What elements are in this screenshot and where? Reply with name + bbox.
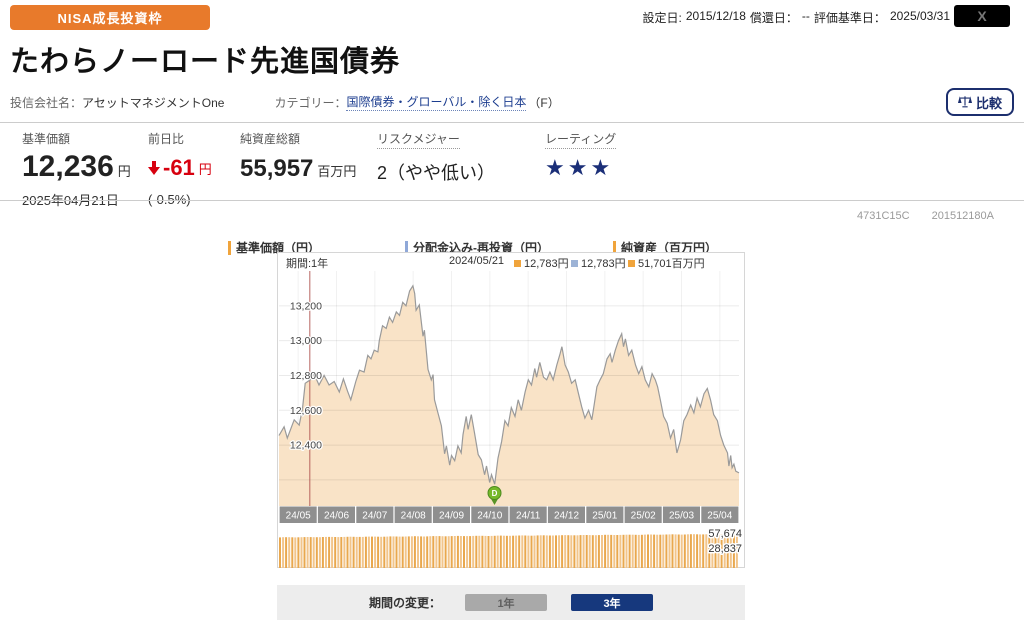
period-1year-button[interactable]: 1年	[465, 594, 547, 611]
divider-bottom	[0, 200, 1024, 201]
chart-tooltip-nav: 12,783円	[514, 255, 569, 271]
legend-label-assets: 純資産（百万円）	[621, 241, 718, 255]
tooltip-assets-value: 51,701百万円	[638, 258, 705, 270]
net-assets-value: 55,957 百万円	[240, 155, 356, 183]
net-assets-unit: 百万円	[317, 164, 357, 179]
net-assets-block: 純資産総額 55,957 百万円	[240, 130, 356, 183]
svg-text:12,400: 12,400	[290, 440, 322, 452]
nisa-badge: NISA成長投資枠	[10, 5, 210, 30]
company-label: 投信会社名：	[10, 95, 83, 110]
chart-tooltip-date: 2024/05/21	[449, 255, 505, 267]
svg-text:12,800: 12,800	[290, 370, 322, 382]
tooltip-nav-value: 12,783円	[524, 258, 569, 270]
net-assets-label: 純資産総額	[240, 132, 301, 146]
legend-item-reinvest: 分配金込み-再投資（円）	[405, 239, 549, 256]
down-arrow-icon	[148, 161, 160, 175]
rating-label[interactable]: レーティング	[545, 130, 617, 149]
chart-period-label: 期間:1年	[286, 258, 329, 270]
daily-change-label: 前日比	[148, 132, 185, 146]
inception-date-label: 設定日:	[642, 11, 682, 25]
period-change-bar: 期間の変更： 1年 3年	[277, 585, 745, 620]
category-label: カテゴリー：	[274, 95, 347, 110]
redemption-date-label: 償還日：	[749, 11, 798, 25]
svg-text:24/12: 24/12	[554, 511, 579, 522]
redemption-date-value: --	[801, 9, 810, 23]
company-name: アセットマネジメントOne	[82, 95, 225, 110]
period-change-label: 期間の変更：	[368, 596, 441, 610]
nisa-badge-label: NISA成長投資枠	[57, 11, 163, 26]
tooltip-reinvest-value: 12,783円	[581, 258, 626, 270]
nav-price-label: 基準価額	[22, 132, 71, 146]
fund-subinfo-row: 投信会社名： アセットマネジメントOne カテゴリー： 国際債券・グローバル・除…	[10, 93, 560, 111]
tooltip-square-assets	[628, 259, 635, 267]
category-link[interactable]: 国際債券・グローバル・除く日本	[346, 95, 527, 111]
daily-change-unit: 円	[198, 161, 212, 177]
legend-item-nav: 基準価額（円）	[228, 239, 320, 256]
nav-price-value: 12,236 円	[22, 150, 131, 184]
legend-color-nav	[228, 240, 231, 255]
rating-stars: ★★★	[545, 155, 614, 180]
svg-text:25/04: 25/04	[707, 511, 732, 522]
svg-text:13,000: 13,000	[290, 335, 322, 347]
x-logo-icon: X	[977, 8, 987, 24]
legend-label-reinvest: 分配金込み-再投資（円）	[413, 241, 549, 255]
risk-measure-label[interactable]: リスクメジャー	[377, 130, 460, 149]
risk-measure-value: 2（やや低い）	[377, 163, 496, 183]
risk-measure-block: リスクメジャー 2（やや低い）	[377, 130, 495, 185]
period-3year-button[interactable]: 3年	[571, 594, 653, 611]
inception-date-value: 2015/12/18	[685, 9, 746, 23]
daily-change-percent: (-0.5%)	[148, 192, 191, 207]
fund-dates-meta: 設定日: 2015/12/18 償還日： -- 評価基準日： 2025/03/3…	[643, 9, 951, 26]
nav-price-number: 12,236	[22, 150, 114, 183]
svg-text:25/03: 25/03	[669, 511, 694, 522]
svg-text:24/11: 24/11	[516, 511, 541, 522]
nav-price-unit: 円	[117, 164, 131, 179]
association-code: 201512180A	[931, 210, 994, 222]
chart-tooltip-assets: 51,701百万円	[628, 255, 705, 271]
svg-text:24/09: 24/09	[439, 511, 464, 522]
svg-text:24/10: 24/10	[477, 511, 502, 522]
legend-item-assets: 純資産（百万円）	[613, 239, 717, 256]
legend-color-assets	[613, 240, 616, 255]
price-chart-svg[interactable]: 13,200 13,000 12,800 12,600 12,400 24/05 24/06…	[278, 253, 744, 569]
nav-price-block: 基準価額 12,236 円 2025年04月21日	[22, 130, 131, 209]
fund-code: 4731C15C	[857, 210, 910, 222]
tooltip-square-nav	[514, 259, 521, 267]
svg-text:57,674: 57,674	[708, 528, 742, 540]
daily-change-block: 前日比 -61 円 (-0.5%)	[148, 130, 212, 207]
divider-top	[0, 122, 1024, 123]
price-chart-panel[interactable]: 13,200 13,000 12,800 12,600 12,400 24/05 24/06…	[277, 252, 745, 568]
svg-text:D: D	[492, 489, 498, 498]
svg-text:24/08: 24/08	[401, 511, 426, 522]
svg-text:24/06: 24/06	[324, 511, 349, 522]
legend-color-reinvest	[405, 240, 408, 255]
valuation-date-value: 2025/03/31	[889, 9, 950, 23]
balance-scale-icon	[957, 96, 972, 108]
category-suffix: （F）	[528, 95, 560, 110]
fund-codes: 4731C15C 201512180A	[857, 210, 994, 222]
svg-text:24/07: 24/07	[362, 511, 387, 522]
valuation-date-label: 評価基準日：	[813, 11, 886, 25]
compare-button[interactable]: 比較	[946, 88, 1014, 116]
legend-label-nav: 基準価額（円）	[236, 241, 321, 255]
fund-title: たわらノーロード先進国債券	[10, 46, 401, 78]
daily-change-number: -61	[163, 155, 195, 180]
daily-change-value: -61 円	[148, 155, 212, 181]
compare-button-label: 比較	[975, 95, 1002, 111]
svg-text:25/01: 25/01	[592, 511, 617, 522]
net-assets-number: 55,957	[240, 155, 314, 182]
svg-text:12,600: 12,600	[290, 405, 322, 417]
rating-block: レーティング ★★★	[545, 130, 617, 181]
chart-info-row: 期間:1年 2024/05/21 12,783円 12,783円 51,701百…	[278, 255, 744, 271]
chart-tooltip-reinvest: 12,783円	[571, 255, 626, 271]
tooltip-square-reinvest	[571, 259, 578, 267]
svg-text:25/02: 25/02	[631, 511, 656, 522]
svg-text:24/05: 24/05	[286, 511, 311, 522]
svg-text:13,200: 13,200	[290, 300, 322, 312]
x-share-button[interactable]: X	[954, 5, 1010, 27]
svg-text:28,837: 28,837	[708, 543, 742, 555]
